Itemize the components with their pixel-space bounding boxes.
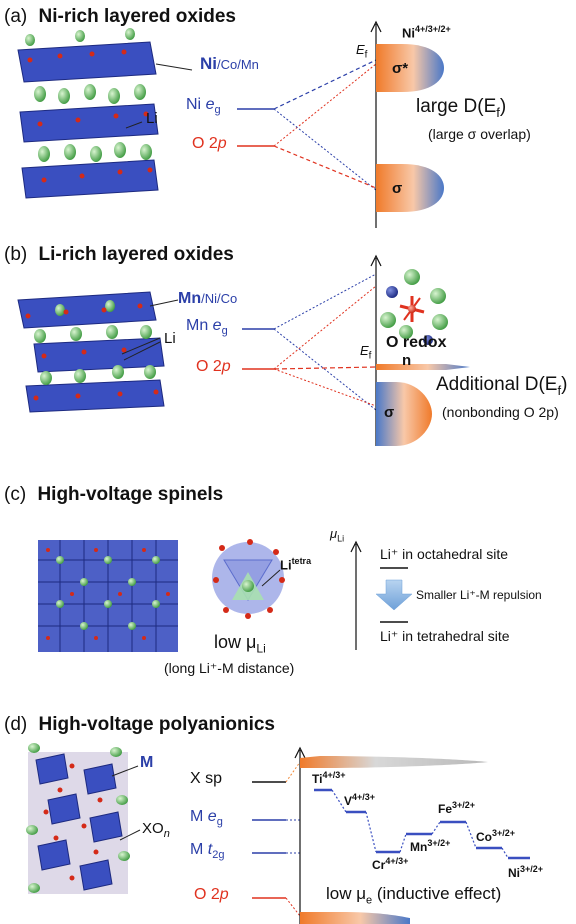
additional-d-label: Additional D(Ef) bbox=[436, 374, 568, 398]
panel-b-title: Li-rich layered oxides bbox=[38, 244, 234, 265]
panel-c-title: High-voltage spinels bbox=[37, 484, 224, 505]
mn-layer-2 bbox=[33, 337, 165, 373]
metal-label-b: Mn/Ni/Co bbox=[178, 290, 238, 307]
ef-label-b: Ef bbox=[360, 343, 372, 362]
ni-rich-crystal-structure bbox=[17, 28, 159, 199]
sigma-label-b: σ bbox=[384, 404, 395, 421]
mu-li-axis-label: μLi bbox=[330, 526, 345, 544]
low-mu-e-label: low μe (inductive effect) bbox=[326, 884, 502, 907]
li-tetra-label: Litetra bbox=[280, 556, 312, 573]
li-atoms-b bbox=[34, 300, 156, 385]
ni-eg-label: Ni eg bbox=[186, 96, 221, 117]
o-redox-label: O redox bbox=[386, 334, 447, 351]
metal-label-a: Ni/Co/Mn bbox=[200, 54, 259, 73]
mn-eg-label: Mn eg bbox=[186, 317, 228, 338]
mn-layer-1 bbox=[17, 291, 157, 329]
energy-axis-b-arrow bbox=[370, 254, 382, 267]
panel-c-heading: (c) High-voltage spinels bbox=[4, 484, 223, 506]
tetrahedral-label: Li⁺ in tetrahedral site bbox=[380, 628, 510, 644]
ni-to-sigma bbox=[273, 108, 377, 191]
ni-layer-2 bbox=[19, 103, 159, 143]
ni-layer-1 bbox=[17, 41, 157, 83]
energy-axis-d-arrow bbox=[294, 746, 306, 759]
xo-label: XOn bbox=[142, 820, 170, 840]
mu-li-axis-arrow bbox=[350, 540, 362, 553]
nonbonding-o2p-band bbox=[376, 364, 470, 370]
panel-a-letter: (a) bbox=[4, 6, 28, 27]
sigma-label-a: σ bbox=[392, 180, 403, 197]
redox-staircase bbox=[314, 788, 530, 860]
spinel-lattice bbox=[38, 540, 178, 652]
ni-pointer-line bbox=[155, 63, 193, 71]
repulsion-label: Smaller Li⁺-M repulsion bbox=[416, 588, 542, 602]
mn-pointer-line bbox=[149, 299, 179, 307]
li-pointer-line-b2 bbox=[123, 341, 161, 361]
sigma-band-a bbox=[376, 164, 444, 212]
panel-b-letter: (b) bbox=[4, 244, 28, 265]
li-tetra-pointer bbox=[261, 569, 281, 587]
m-t2g-label: M t2g bbox=[190, 841, 225, 862]
o2p-band-d bbox=[300, 912, 410, 924]
large-d-label: large D(Ef) bbox=[416, 96, 507, 120]
m-eg-label: M eg bbox=[190, 808, 223, 829]
cr-ion-label: Cr4+/3+ bbox=[372, 856, 409, 872]
ni-layer-3 bbox=[21, 159, 159, 199]
o-to-nonbonding bbox=[273, 366, 377, 370]
panel-c-letter: (c) bbox=[4, 484, 27, 505]
panel-d-title: High-voltage polyanionics bbox=[38, 714, 275, 735]
x-sp-band bbox=[300, 756, 488, 768]
ef-label-a: Ef bbox=[356, 42, 368, 61]
v-ion-label: V4+/3+ bbox=[344, 792, 376, 808]
mn-to-top bbox=[273, 273, 377, 330]
ni-to-sigmastar bbox=[273, 59, 377, 110]
panel-b-heading: (b) Li-rich layered oxides bbox=[4, 244, 234, 266]
o2p-label-b: O 2p bbox=[196, 358, 231, 375]
nonbonding-label: (nonbonding O 2p) bbox=[442, 404, 559, 420]
mn-ion-label: Mn3+/2+ bbox=[410, 838, 451, 854]
li-pointer-line-a bbox=[125, 121, 143, 129]
fe-ion-label: Fe3+/2+ bbox=[438, 800, 476, 816]
co-ion-label: Co3+/2+ bbox=[476, 828, 516, 844]
ni-oxidation-label: Ni4+/3+/2+ bbox=[402, 24, 451, 41]
energy-axis-a-arrow bbox=[370, 20, 382, 33]
o-to-top bbox=[273, 285, 377, 370]
o2p-label-d: O 2p bbox=[194, 886, 229, 903]
low-mu-li-label: low μLi bbox=[214, 632, 266, 656]
sigma-star-label: σ* bbox=[392, 60, 409, 77]
n-label: n bbox=[402, 352, 412, 369]
m-label: M bbox=[140, 754, 154, 771]
m-pointer-line bbox=[111, 765, 139, 777]
polyanionic-crystal-structure bbox=[26, 743, 130, 894]
energy-down-arrow bbox=[375, 579, 413, 611]
o-to-sigma-b bbox=[273, 368, 377, 407]
panel-d-heading: (d) High-voltage polyanionics bbox=[4, 714, 275, 736]
panel-d-letter: (d) bbox=[4, 714, 28, 735]
mn-to-sigma bbox=[273, 328, 377, 411]
ni-ion-label: Ni3+/2+ bbox=[508, 864, 544, 880]
panel-a-title: Ni-rich layered oxides bbox=[38, 6, 236, 27]
o-to-sigma bbox=[273, 145, 377, 189]
o2p-label-a: O 2p bbox=[192, 135, 227, 152]
overlap-label: (large σ overlap) bbox=[428, 126, 531, 142]
mn-layer-3 bbox=[25, 379, 165, 413]
o-atoms-b bbox=[25, 303, 159, 401]
o-atoms-a bbox=[27, 49, 153, 183]
octahedral-label: Li⁺ in octahedral site bbox=[380, 546, 509, 562]
x-sp-label: X sp bbox=[190, 770, 223, 787]
li-label-b: Li bbox=[164, 330, 176, 347]
ti-ion-label: Ti4+/3+ bbox=[312, 770, 346, 786]
xo-pointer-line bbox=[119, 829, 141, 841]
o-to-sigmastar bbox=[273, 63, 377, 147]
panel-a-heading: (a) Ni-rich layered oxides bbox=[4, 6, 236, 28]
sigma-star-band bbox=[376, 44, 444, 92]
li-rich-crystal-structure bbox=[17, 291, 165, 413]
li-label-a: Li bbox=[146, 110, 158, 127]
li-pointer-line-b1 bbox=[121, 337, 161, 355]
long-distance-label: (long Li⁺-M distance) bbox=[164, 660, 295, 676]
o-redox-cluster bbox=[380, 269, 448, 345]
tetrahedral-cage bbox=[212, 539, 285, 619]
li-atoms-a bbox=[25, 28, 152, 162]
sigma-band-b bbox=[376, 382, 432, 446]
